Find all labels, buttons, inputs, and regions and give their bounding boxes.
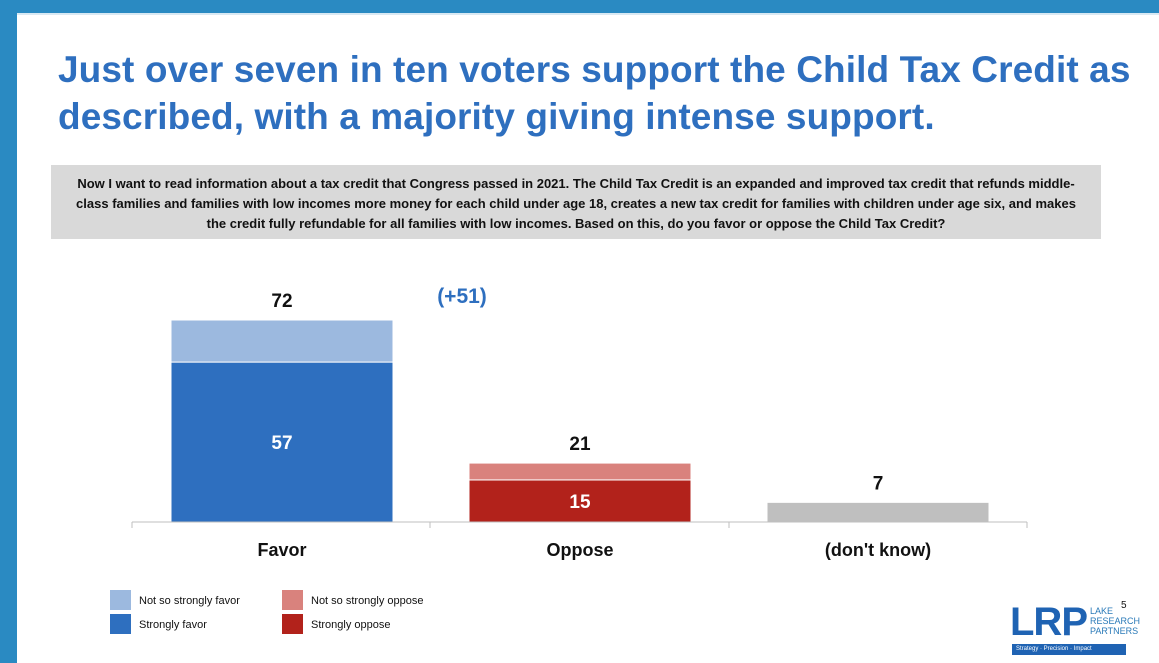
legend-label-strongly-oppose: Strongly oppose [311, 619, 391, 631]
legend-swatch-not-so-strongly-oppose [282, 590, 303, 610]
logo-word-research: RESEARCH [1090, 616, 1141, 626]
legend-swatch-strongly-oppose [282, 614, 303, 634]
slide-title: Just over seven in ten voters support th… [58, 49, 1131, 137]
total-label-don-t-know: 7 [873, 473, 884, 494]
legend-label-strongly-favor: Strongly favor [139, 619, 207, 631]
legend-swatch-not-so-strongly-favor [110, 590, 131, 610]
logo-mark: LRP [1010, 600, 1088, 644]
legend-label-not-so-strongly-favor: Not so strongly favor [139, 595, 240, 607]
net-annotation: (+51) [437, 285, 487, 308]
inner-value-label-oppose: 15 [569, 492, 591, 513]
question-text: Now I want to read information about a t… [51, 165, 1101, 239]
slide-frame-top [0, 0, 1159, 13]
total-label-oppose: 21 [569, 434, 591, 455]
category-label-don-t-know: (don't know) [825, 540, 931, 560]
inner-value-label-favor: 57 [271, 433, 292, 454]
lrp-logo: LRP LAKE RESEARCH PARTNERS Strategy · Pr… [1010, 600, 1150, 660]
bar-oppose-not-so-strongly-oppose [468, 462, 692, 481]
bars-group [170, 319, 990, 523]
bar-favor-not-so-strongly-favor [170, 319, 394, 363]
page-number: 5 [1121, 600, 1127, 611]
slide-frame-shadow [17, 13, 1159, 15]
legend-label-not-so-strongly-oppose: Not so strongly oppose [311, 595, 424, 607]
logo-words: LAKE RESEARCH PARTNERS [1090, 606, 1140, 636]
labels-group: 57 72 Favor 15 21 Oppose 7 (don't know) [257, 291, 931, 560]
x-axis-ticks [131, 522, 1028, 528]
category-label-favor: Favor [257, 540, 306, 560]
category-label-oppose: Oppose [546, 540, 613, 560]
logo-word-partners: PARTNERS [1090, 626, 1139, 636]
legend-swatch-strongly-favor [110, 614, 131, 634]
slide-frame-left [0, 0, 17, 663]
bar-don-t-know-segment-4 [766, 501, 990, 523]
total-label-favor: 72 [271, 291, 292, 312]
logo-tagline: Strategy · Precision · Impact [1012, 644, 1126, 655]
logo-word-lake: LAKE [1090, 606, 1114, 616]
